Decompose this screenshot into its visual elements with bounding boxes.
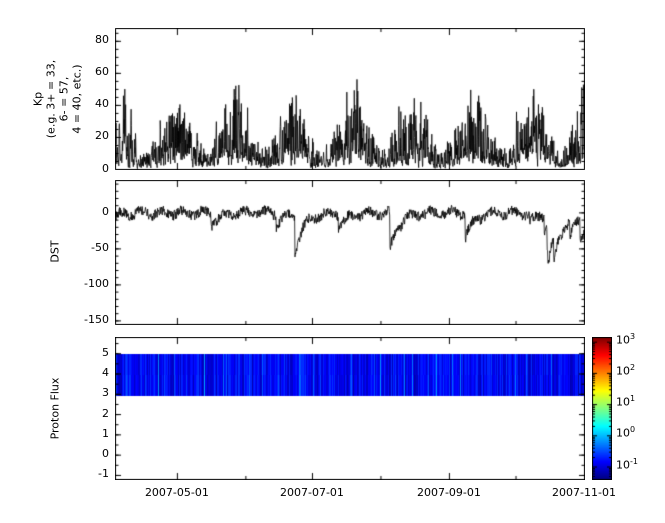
kp-ytick-label-60: 60 bbox=[95, 65, 109, 79]
colorbar-tick-label-10^1: 101 bbox=[616, 394, 636, 409]
kp-ytick-label-80: 80 bbox=[95, 33, 109, 47]
dst-ytick-label--50: -50 bbox=[91, 240, 109, 254]
dst-axis-label: DST bbox=[48, 240, 62, 263]
colorbar-tick-label-10^-1: 10-1 bbox=[616, 456, 638, 472]
flux-ytick-label-1: 1 bbox=[102, 426, 109, 440]
kp-axis-label-line: (e.g. 3+ = 33, bbox=[44, 59, 58, 139]
flux-ytick-label-4: 4 bbox=[102, 366, 109, 379]
kp-axis-label-line: 6- = 57, bbox=[57, 76, 71, 122]
flux-ytick-label-2: 2 bbox=[102, 406, 109, 420]
kp-axis-label-line: Kp bbox=[31, 91, 45, 107]
colorbar-tick-label-10^3: 103 bbox=[616, 331, 636, 347]
dst-time-series-panel bbox=[115, 180, 585, 325]
xtick-label-2007-09-01: 2007-09-01 bbox=[416, 486, 481, 499]
xtick-label-2007-11-01: 2007-11-01 bbox=[552, 486, 616, 499]
kp-time-series-panel bbox=[115, 28, 585, 170]
flux-ytick-label-0: 0 bbox=[102, 447, 109, 461]
flux-ytick-label-5: 5 bbox=[102, 345, 109, 359]
colorbar-tick-label-10^0: 100 bbox=[616, 425, 636, 440]
flux-ytick-label-3: 3 bbox=[102, 386, 109, 400]
dst-ytick-label--100: -100 bbox=[84, 276, 109, 290]
flux-colorbar bbox=[592, 337, 612, 480]
flux-ytick-label--1: -1 bbox=[98, 467, 109, 481]
colorbar-tick-label-10^2: 102 bbox=[616, 362, 636, 378]
proton-flux-spectrogram bbox=[115, 337, 585, 480]
xtick-label-2007-05-01: 2007-05-01 bbox=[144, 486, 209, 499]
proton-flux-axis-label: Proton Flux bbox=[48, 377, 62, 440]
kp-ytick-label-20: 20 bbox=[95, 129, 109, 143]
dst-ytick-label--150: -150 bbox=[84, 312, 109, 326]
kp-ytick-label-40: 40 bbox=[95, 97, 109, 111]
dst-ytick-label-0: 0 bbox=[102, 204, 109, 218]
kp-ytick-label-0: 0 bbox=[102, 161, 109, 175]
xtick-label-2007-07-01: 2007-07-01 bbox=[280, 486, 344, 499]
